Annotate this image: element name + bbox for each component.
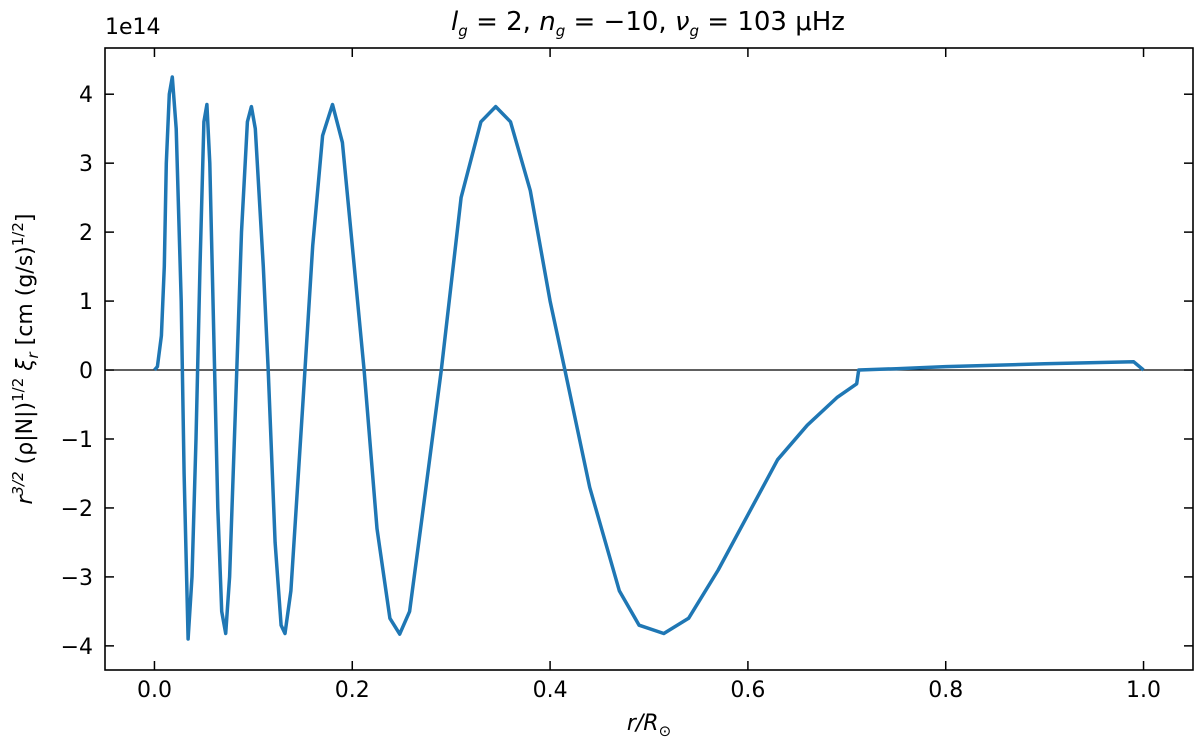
title-part: n <box>539 7 555 37</box>
chart-title: lg = 2, ng = −10, νg = 103 μHz <box>451 7 845 40</box>
offset-label: 1e14 <box>105 15 161 40</box>
x-axis-label: r/R⊙ <box>627 711 671 740</box>
y-tick-label: −1 <box>61 428 93 453</box>
ylabel-part: 1/2 <box>9 378 27 402</box>
xlabel-part: ⊙ <box>659 722 672 740</box>
y-tick-label: 1 <box>79 290 93 315</box>
ylabel-part: r <box>24 352 42 359</box>
ylabel-part: ] <box>13 213 38 222</box>
title-part: g <box>556 22 566 40</box>
ylabel-part: r <box>13 494 38 505</box>
title-part: g <box>458 22 468 40</box>
ylabel-part: ξ <box>13 358 38 378</box>
y-tick-label: 2 <box>79 221 93 246</box>
title-part: = 2, <box>468 7 539 37</box>
xlabel-part: r/R <box>627 711 659 736</box>
y-tick-label: 0 <box>79 359 93 384</box>
x-tick-label: 0.0 <box>137 678 172 703</box>
data-line <box>153 75 1145 641</box>
title-part: ν <box>675 7 690 37</box>
x-tick-label: 1.0 <box>1126 678 1161 703</box>
y-tick-label: 3 <box>79 152 93 177</box>
ylabel-part: (ρ|N|) <box>13 402 38 471</box>
y-tick-label: −4 <box>61 635 93 660</box>
x-tick-label: 0.4 <box>533 678 568 703</box>
x-tick-label: 0.8 <box>928 678 963 703</box>
title-part: = −10, <box>565 7 675 37</box>
title-part: = 103 μHz <box>699 7 845 37</box>
plot-frame <box>104 47 1194 671</box>
ylabel-part: 3/2 <box>9 471 27 495</box>
title-part: g <box>689 22 699 40</box>
y-axis-label: r3/2 (ρ|N|)1/2 ξr [cm (g/s)1/2] <box>9 213 42 504</box>
title-part: l <box>451 7 459 37</box>
y-tick-label: −3 <box>61 566 93 591</box>
ylabel-part: 1/2 <box>9 222 27 246</box>
y-tick-label: 4 <box>79 83 93 108</box>
x-tick-label: 0.6 <box>730 678 765 703</box>
ylabel-part: [cm (g/s) <box>13 246 38 352</box>
x-tick-label: 0.2 <box>335 678 370 703</box>
y-tick-label: −2 <box>61 497 93 522</box>
